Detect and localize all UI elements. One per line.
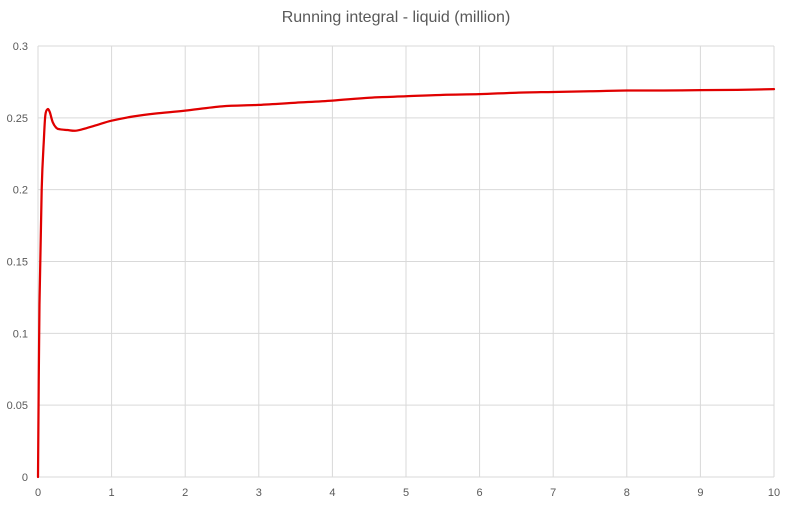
x-axis-ticks: 0 1 2 3 4 5 6 7 8 9 10 [35, 487, 780, 499]
y-tick-label: 0.3 [13, 41, 28, 53]
x-tick-label: 1 [109, 487, 115, 499]
x-tick-label: 7 [550, 487, 556, 499]
y-axis-ticks: 0 0.05 0.1 0.15 0.2 0.25 0.3 [7, 41, 28, 484]
y-tick-label: 0.2 [13, 185, 28, 197]
y-tick-label: 0.15 [7, 257, 28, 269]
x-tick-label: 4 [329, 487, 335, 499]
y-tick-label: 0.1 [13, 328, 28, 340]
x-tick-label: 10 [768, 487, 780, 499]
y-tick-label: 0.05 [7, 400, 28, 412]
gridlines [37, 45, 775, 478]
x-tick-label: 5 [403, 487, 409, 499]
y-tick-label: 0.25 [7, 113, 28, 125]
x-tick-label: 0 [35, 487, 41, 499]
x-tick-label: 2 [182, 487, 188, 499]
x-tick-label: 9 [697, 487, 703, 499]
series-group [36, 87, 776, 479]
x-tick-label: 6 [477, 487, 483, 499]
series-line [36, 87, 776, 479]
chart-title: Running integral - liquid (million) [281, 9, 511, 26]
y-tick-label: 0 [22, 472, 28, 484]
x-tick-label: 3 [256, 487, 262, 499]
x-tick-label: 8 [624, 487, 630, 499]
